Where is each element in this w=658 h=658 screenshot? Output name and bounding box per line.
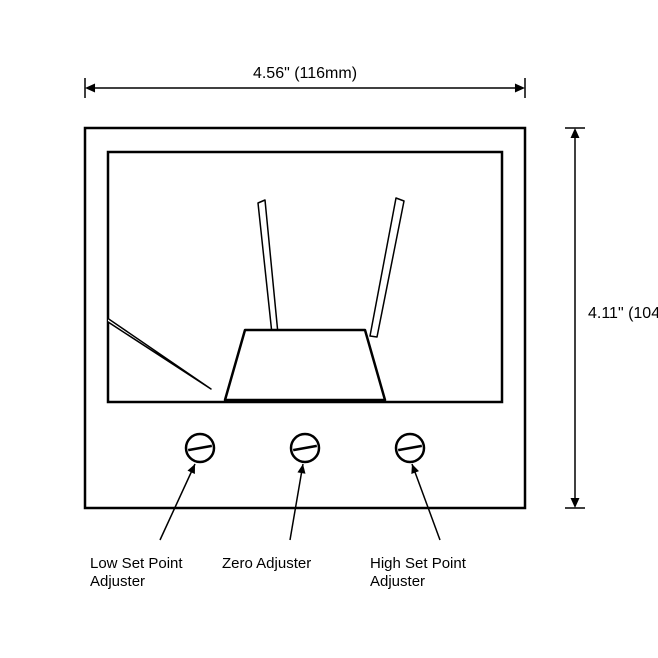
meter-case — [85, 128, 525, 508]
meter-window-content — [100, 198, 404, 400]
knob-slot-icon — [293, 446, 317, 450]
callout-label: High Set Point — [370, 555, 467, 572]
callout-1: Zero Adjuster — [222, 464, 311, 572]
callout-label: Zero Adjuster — [222, 555, 311, 572]
needle-left — [100, 313, 211, 389]
dimension-height-text: 4.11" (104.4mm) — [588, 305, 658, 322]
adjuster-knob-0 — [186, 434, 214, 462]
pointer-mid-right — [370, 198, 404, 337]
callout-label: Adjuster — [90, 573, 145, 590]
pointer-mid-left — [258, 200, 278, 334]
knob-slot-icon — [398, 446, 422, 450]
dimension-height: 4.11" (104.4mm) — [565, 128, 658, 508]
knob-slot-icon — [188, 446, 212, 450]
adjuster-knob-2 — [396, 434, 424, 462]
dimension-width-text: 4.56" (116mm) — [253, 65, 357, 82]
callout-label: Low Set Point — [90, 555, 183, 572]
adjuster-knob-1 — [291, 434, 319, 462]
callout-2: High Set PointAdjuster — [370, 464, 467, 590]
dimension-width: 4.56" (116mm) — [85, 65, 525, 98]
meter-movement-body — [225, 330, 385, 400]
callout-0: Low Set PointAdjuster — [90, 464, 195, 590]
callout-label: Adjuster — [370, 573, 425, 590]
